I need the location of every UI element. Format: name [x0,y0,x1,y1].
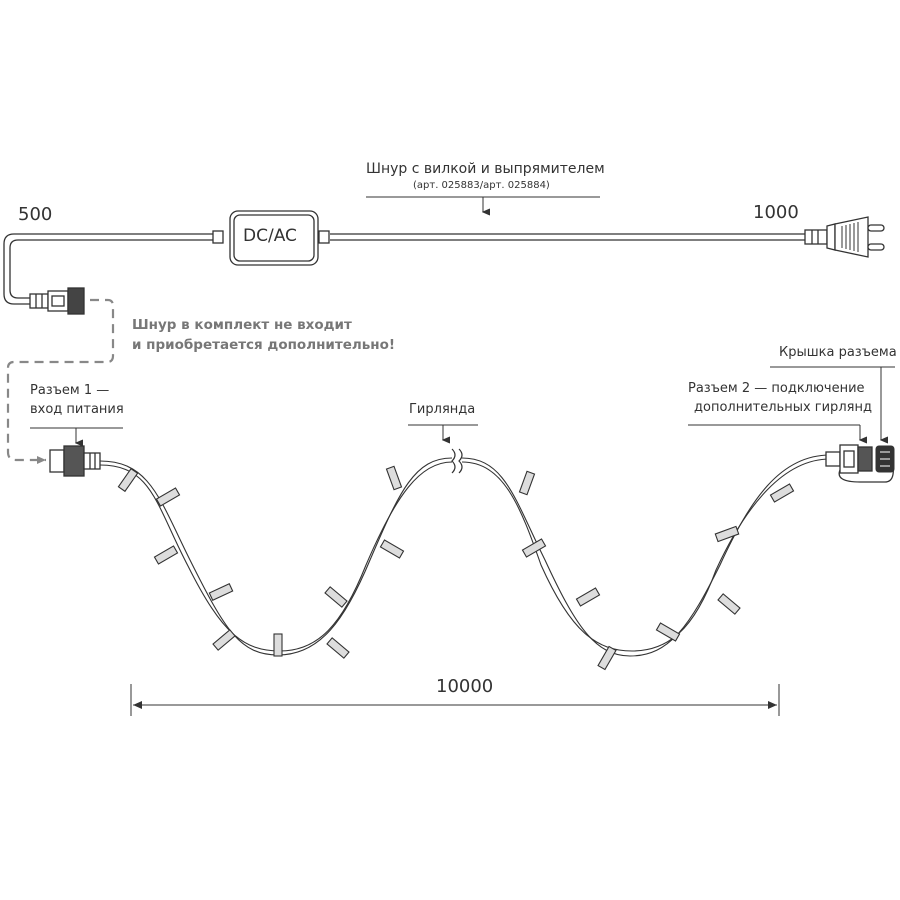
garland-pointer [408,424,478,440]
power-cord [3,233,805,305]
bulb-icon [153,545,179,565]
connector1-icon [49,445,101,477]
length-dimension [130,684,780,716]
connector1-pointer [30,427,123,443]
dashed-connection-line [6,298,115,464]
connector2-label-line1: Разъем 2 — подключение [688,381,865,396]
cap-label: Крышка разъема [779,345,897,360]
left-cord-length: 500 [18,204,53,225]
cord-label-pointer [366,196,600,212]
dc-ac-adapter [212,210,330,266]
cord-note-line2: и приобретается дополнительно! [132,337,396,353]
bulb-icon [597,645,617,671]
bulb-icon [326,637,350,659]
bulb-icon [385,465,403,491]
bulb-icon [717,593,741,615]
connector-cap-icon [875,445,895,473]
adapter-label: DC/AC [243,226,297,246]
garland-label: Гирлянда [409,402,476,417]
connector2-label-line2: дополнительных гирлянд [694,400,872,415]
connector2-pointer [688,424,860,440]
bulb-icon [769,483,795,503]
garland-length: 10000 [436,676,494,697]
cord-title: Шнур с вилкой и выпрямителем [366,161,605,177]
connector2-icon [825,444,894,483]
bulb-icon [518,470,536,496]
bulb-icon [208,582,234,602]
cord-note-line1: Шнур в комплект не входит [132,317,352,333]
bulb-icon [273,633,283,657]
cap-pointer [770,366,895,440]
bulb-icon [155,487,181,507]
bulb-icon [117,467,139,493]
plug-icon [804,216,885,258]
bulb-icon [714,525,740,543]
bulb-icon [379,539,405,559]
bulb-icon [655,622,681,642]
bulb-icon [212,629,236,651]
bulb-icon [575,587,601,607]
connector1-label-line1: Разъем 1 — [30,383,110,398]
garland-wire [99,448,831,657]
bulb-icon [521,538,547,558]
bulb-icon [324,586,348,608]
connector1-label-line2: вход питания [30,402,124,417]
cord-article: (арт. 025883/арт. 025884) [413,180,550,191]
garland-bulbs [117,465,795,671]
right-cord-length: 1000 [753,202,799,223]
cord-connector-icon [29,287,85,315]
